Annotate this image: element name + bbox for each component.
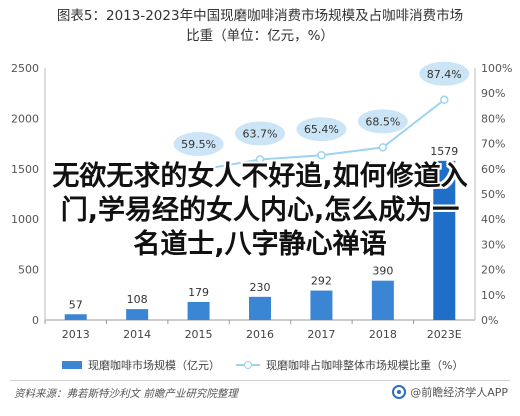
y-right-tick-label: 60% [481,163,505,176]
legend-line-swatch [236,359,260,371]
bar-value-label: 57 [69,298,83,311]
footer-divider [10,380,510,381]
y-right-tick-label: 0% [481,314,498,327]
share-label-bubble [419,61,470,86]
x-tick-label: 2023E [427,328,462,341]
y-right-tick-label: 70% [481,138,505,151]
share-value-label: 63.7% [243,127,278,140]
y-left-tick-label: 1000 [11,213,39,226]
bar-2016 [249,296,271,320]
share-value-label: 59.5% [181,138,216,151]
chart-title-line-1: 图表5：2013-2023年中国现磨咖啡消费市场规模及占咖啡消费市场 [56,8,464,24]
legend-bar-swatch [62,361,82,369]
y-left-tick-label: 2000 [11,112,39,125]
bar-value-label: 179 [188,286,209,299]
share-label-bubble [173,132,224,157]
chart-title-line-2: 比重（单位：亿元，%） [186,28,334,44]
share-point-2023E [440,95,449,105]
bar-2013 [64,314,87,320]
share-value-label: 68.5% [365,115,400,128]
y-right-tick-label: 10% [481,289,505,302]
x-tick-label: 2017 [307,328,335,341]
legend-item-line: 现磨咖啡占咖啡整体市场规模比重（%） [236,357,463,373]
source-note: 资料来源：弗若斯特沙利文 前瞻产业研究院整理 [14,388,238,400]
y-right-tick-label: 50% [481,188,505,201]
x-tick-label: 2013 [62,328,90,341]
share-point-2018 [378,143,388,152]
y-left-tick-label: 0 [32,314,39,327]
y-right-tick-label: 40% [481,213,505,226]
y-left-tick-label: 500 [18,264,39,277]
share-point-2016 [255,155,265,164]
chart-legend: 现磨咖啡市场规模（亿元） 现磨咖啡占咖啡整体市场规模比重（%） [0,352,520,378]
x-tick-label: 2014 [123,328,151,341]
y-right-tick-label: 100% [481,62,512,75]
bar-value-label: 230 [250,281,271,294]
x-tick-label: 2015 [185,328,213,341]
y-right-tick-label: 30% [481,238,505,251]
bar-2017 [310,290,333,320]
y-right-tick-label: 20% [481,264,505,277]
combo-chart: 0 500 1000 1500 2000 2500 0% 10% 20% 30% 40% 50% 60%… [0,52,520,352]
bar-value-label: 390 [372,265,393,278]
bar-value-label: 108 [127,293,148,306]
bar-2023E [433,160,456,320]
brand-mark: @前瞻经济学人APP [392,384,508,400]
share-label-bubble [235,121,285,146]
share-value-label: 87.4% [427,68,462,81]
chart-title: 图表5：2013-2023年中国现磨咖啡消费市场规模及占咖啡消费市场 比重（单位… [10,6,510,46]
y-left-tick-label: 1500 [11,163,39,176]
share-label-bubble [357,109,408,134]
bar-value-label: 292 [311,275,332,288]
share-point-2017 [317,150,326,160]
x-tick-label: 2018 [369,328,397,341]
y-right-tick-label: 90% [481,87,505,100]
bar-value-label: 1579 [430,145,458,158]
legend-bar-label: 现磨咖啡市场规模（亿元） [88,359,220,372]
bar-2014 [126,309,149,320]
share-point-2015 [194,165,203,175]
share-value-label: 65.4% [304,123,339,136]
x-tick-label: 2016 [246,328,274,341]
share-label-bubble [296,117,347,142]
brand-logo-icon [392,385,407,399]
legend-item-bar: 现磨咖啡市场规模（亿元） [62,357,220,373]
brand-label: @前瞻经济学人APP [410,386,508,399]
legend-line-label: 现磨咖啡占咖啡整体市场规模比重（%） [266,359,464,372]
bar-2018 [371,280,394,320]
chart-canvas: 0 500 1000 1500 2000 2500 0% 10% 20% 30% 40% 50% 60%… [11,61,512,341]
y-left-tick-label: 2500 [11,62,39,75]
bar-2015 [187,301,210,320]
y-right-tick-label: 80% [481,112,505,125]
